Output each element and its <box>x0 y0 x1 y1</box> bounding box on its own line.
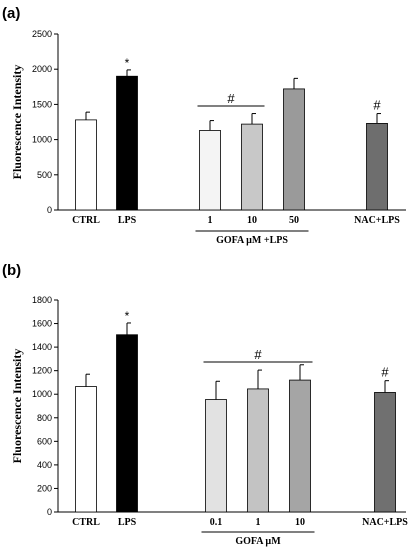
panel-a-chart: 0 500 1000 1500 2000 2500 Fluorescence Intensi… <box>10 29 406 246</box>
panel-b-category-label: CTRL <box>72 517 100 528</box>
panel-b-y-tick-label: 1200 <box>32 366 52 376</box>
panel-b-bar <box>116 334 138 513</box>
panel-b-y-tick-label: 1800 <box>32 295 52 305</box>
panel-b-bar <box>374 392 396 513</box>
panel-b-bar <box>75 386 97 513</box>
panel-a-y-tick-label: 2000 <box>32 64 52 74</box>
panel-b-significance-mark: # <box>381 365 389 380</box>
panel-b-y-axis-label: Fluorescence Intensity <box>10 349 24 464</box>
panel-a-bar <box>116 75 138 211</box>
panel-b-bar <box>205 399 227 513</box>
panel-a-bar <box>75 119 97 211</box>
panel-a-label: (a) <box>2 5 20 22</box>
panel-a-y-tick-label: 2500 <box>32 29 52 39</box>
panel-a-y-axis-label: Fluorescence Intensity <box>10 65 24 180</box>
panel-a-bracket-label: # <box>227 91 235 106</box>
panel-b-y-tick-label: 600 <box>37 436 52 446</box>
panel-b-y-tick-label: 800 <box>37 413 52 423</box>
panel-a-y-tick-label: 1500 <box>32 99 52 109</box>
panel-a-significance-mark: # <box>373 98 381 113</box>
panel-b-y-tick-label: 1000 <box>32 389 52 399</box>
panel-a-category-label: 50 <box>289 215 299 226</box>
panel-b-category-label: NAC+LPS <box>362 517 408 528</box>
panel-b-significance-mark: * <box>125 309 130 323</box>
panel-a-bar <box>199 130 221 211</box>
panel-a-significance-mark: * <box>125 56 130 70</box>
panel-b-label: (b) <box>2 262 21 279</box>
panel-a-y-tick-label: 0 <box>47 205 52 215</box>
panel-a-bar <box>366 123 388 211</box>
panel-b-bracket-label: # <box>254 347 262 362</box>
panel-a-bar <box>241 123 263 211</box>
panel-b-category-label: LPS <box>118 517 137 528</box>
panel-a-y-tick-label: 500 <box>37 170 52 180</box>
panel-a-group-label: GOFA µM +LPS <box>216 235 288 246</box>
panel-a-y-tick-label: 1000 <box>32 135 52 145</box>
panel-a-bar <box>283 88 305 211</box>
panel-b-chart: 0 200 400 600 800 1000 1200 1400 1600 1800 Fluores… <box>10 295 408 547</box>
panel-b-y-tick-label: 200 <box>37 483 52 493</box>
panel-b-y-tick-label: 1600 <box>32 319 52 329</box>
panel-a-category-label: CTRL <box>72 215 100 226</box>
panel-a-category-label: NAC+LPS <box>354 215 400 226</box>
panel-b-group-label: GOFA µM <box>235 536 281 547</box>
panel-a-category-label: 1 <box>208 215 213 226</box>
panel-a-category-label: LPS <box>118 215 137 226</box>
panel-b-category-label: 1 <box>256 517 261 528</box>
panel-b-bar <box>289 379 311 513</box>
panel-b-y-tick-label: 0 <box>47 507 52 517</box>
panel-b-y-tick-label: 400 <box>37 460 52 470</box>
panel-b-bar <box>247 388 269 513</box>
panel-a-category-label: 10 <box>247 215 257 226</box>
panel-b-y-tick-label: 1400 <box>32 342 52 352</box>
panel-b-category-label: 0.1 <box>210 517 223 528</box>
panel-b-category-label: 10 <box>295 517 305 528</box>
